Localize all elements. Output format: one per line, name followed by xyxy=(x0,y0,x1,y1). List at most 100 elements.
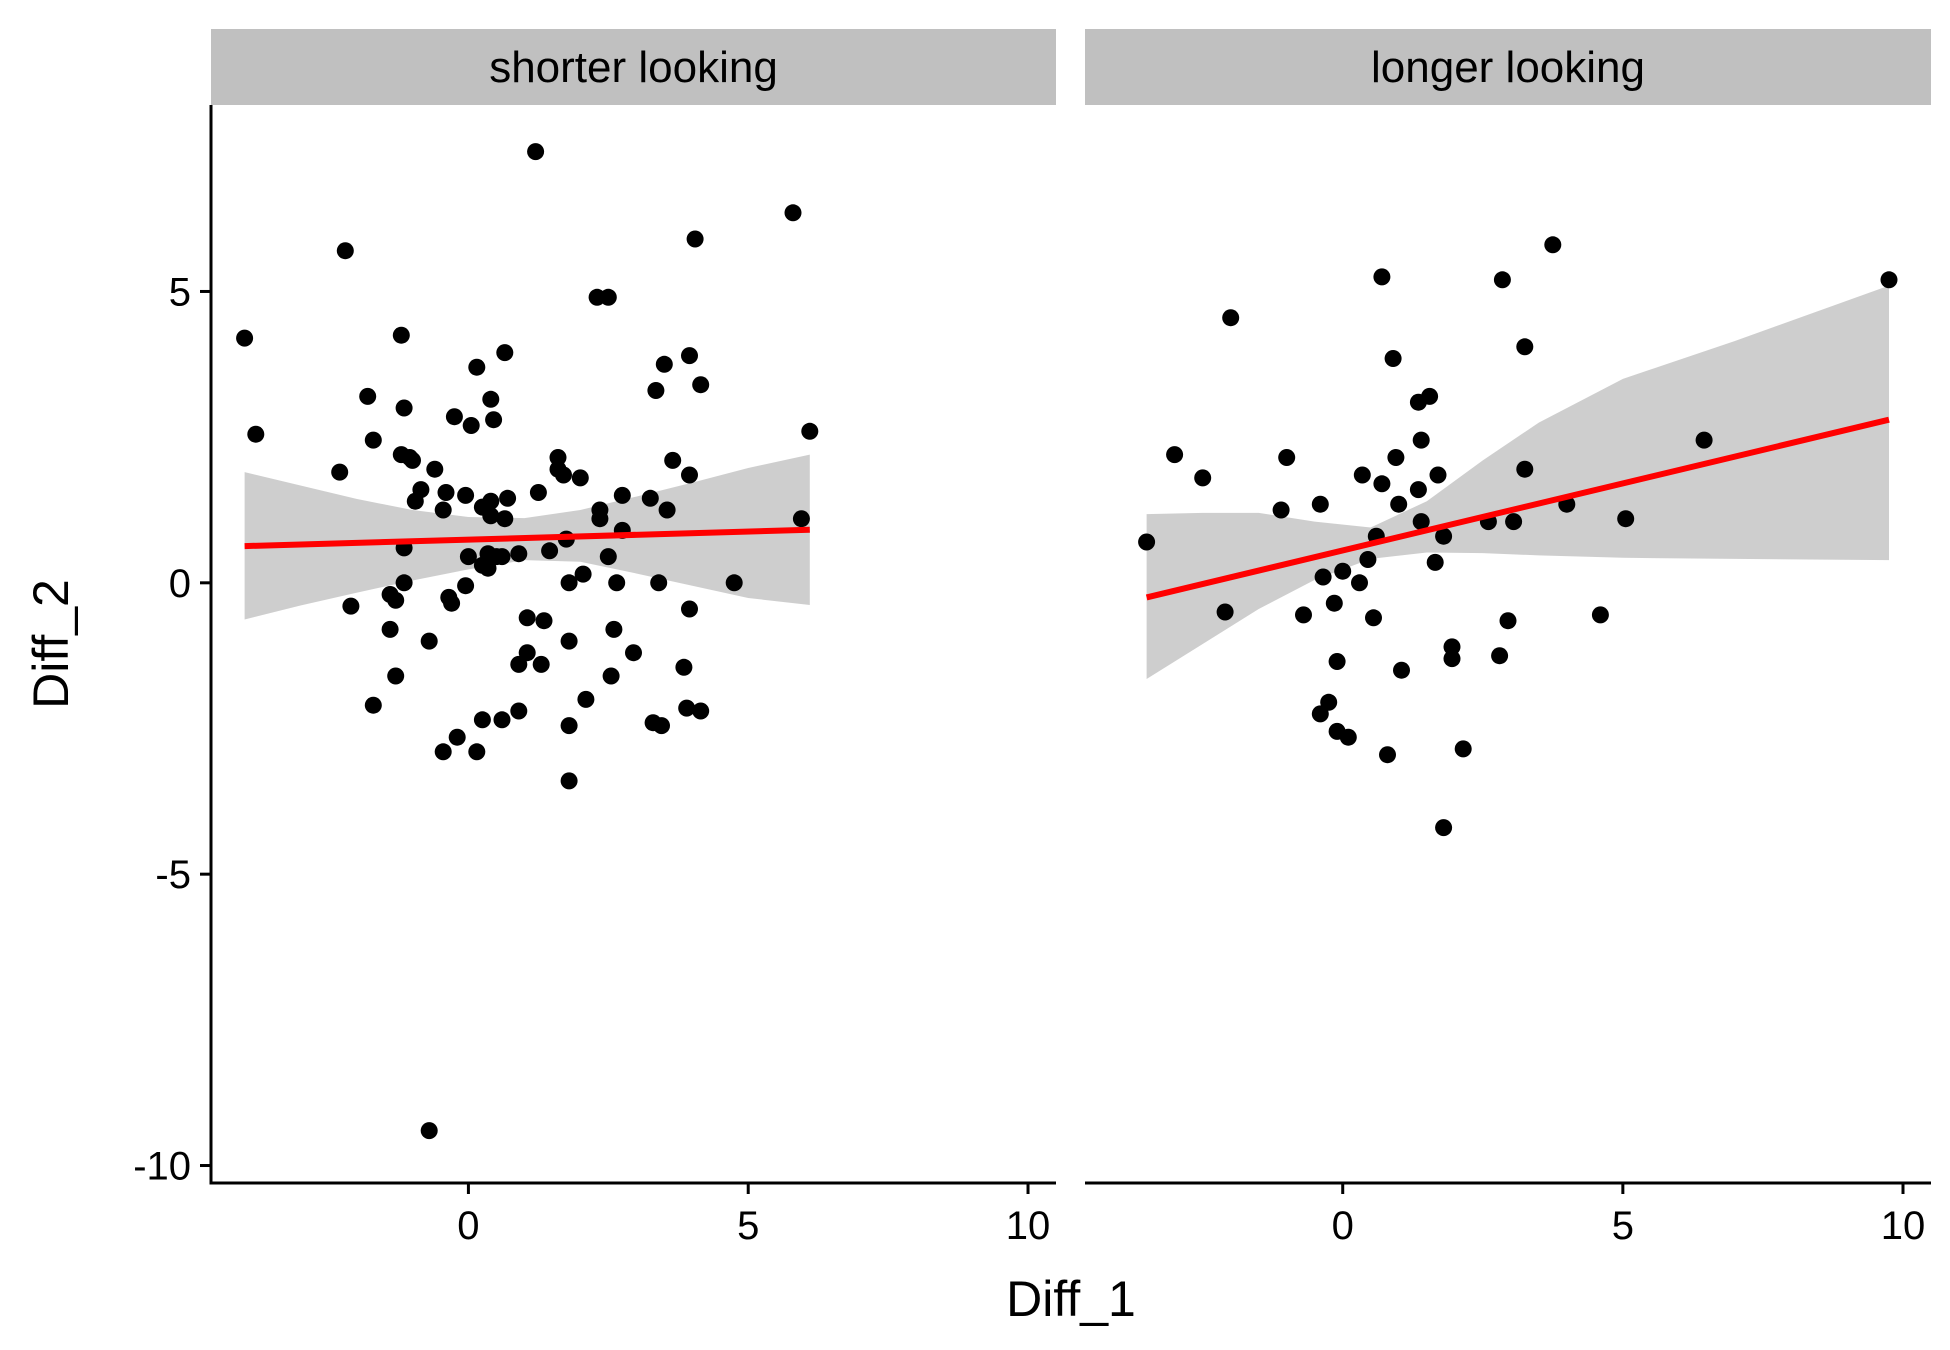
data-point xyxy=(681,600,698,618)
data-point xyxy=(493,548,511,566)
x-ticks: 0 5 10 xyxy=(1332,1183,1926,1248)
data-point xyxy=(499,489,517,507)
data-point xyxy=(681,347,698,365)
data-point xyxy=(457,577,475,595)
data-point xyxy=(1390,495,1408,513)
x-tick-label: 0 xyxy=(1332,1204,1354,1248)
data-point xyxy=(1359,551,1377,568)
data-point xyxy=(555,466,572,484)
data-point xyxy=(518,644,536,662)
data-point xyxy=(641,489,659,507)
data-point xyxy=(1339,728,1357,746)
data-point xyxy=(1435,819,1453,837)
data-point xyxy=(577,690,595,708)
data-point xyxy=(725,574,743,592)
data-point xyxy=(571,469,589,487)
data-point xyxy=(434,743,452,761)
panel-longer-looking: longer looking 0 5 10 xyxy=(1085,29,1931,1248)
x-ticks: 0 5 10 xyxy=(457,1183,1050,1248)
data-point xyxy=(1695,431,1713,449)
data-point xyxy=(1320,693,1338,711)
data-point xyxy=(482,507,500,525)
data-point xyxy=(443,594,461,612)
data-point xyxy=(1373,268,1391,286)
data-point xyxy=(426,460,444,478)
data-point xyxy=(1880,271,1898,289)
data-point xyxy=(1393,661,1410,679)
data-point xyxy=(364,696,382,714)
y-tick-label: -10 xyxy=(133,1145,191,1189)
data-point xyxy=(784,204,802,222)
y-tick-label: 5 xyxy=(169,270,191,314)
data-point xyxy=(692,376,710,394)
x-tick-label: 0 xyxy=(457,1204,479,1248)
x-tick-label: 10 xyxy=(1006,1204,1051,1248)
data-point xyxy=(1544,236,1562,254)
data-point xyxy=(678,699,696,717)
data-point xyxy=(1412,513,1430,531)
data-point xyxy=(462,417,480,434)
data-point xyxy=(686,230,704,248)
data-point xyxy=(529,484,547,501)
data-point xyxy=(535,612,553,630)
data-point xyxy=(560,574,578,592)
data-point xyxy=(336,242,354,260)
data-point xyxy=(658,501,676,519)
data-point xyxy=(1429,466,1447,484)
data-point xyxy=(1222,309,1240,327)
data-point xyxy=(613,486,631,504)
data-point xyxy=(1443,650,1461,668)
data-point xyxy=(1278,449,1296,466)
data-point xyxy=(560,772,578,790)
x-tick-label: 10 xyxy=(1881,1204,1926,1248)
x-axis-title: Diff_1 xyxy=(1006,1271,1136,1327)
data-point xyxy=(1516,338,1534,356)
data-point xyxy=(532,655,550,673)
data-point xyxy=(1384,350,1402,367)
data-point xyxy=(485,411,503,429)
data-point xyxy=(364,431,382,449)
data-point xyxy=(1435,527,1453,545)
data-point xyxy=(1216,603,1234,621)
data-point xyxy=(1387,449,1405,466)
fit-line xyxy=(1145,416,1890,601)
data-point xyxy=(496,344,514,362)
data-point xyxy=(468,743,486,761)
data-point xyxy=(650,574,668,592)
data-point xyxy=(591,510,609,528)
panel-shorter-looking: shorter looking 0 5 10 5 0 -5 -10 xyxy=(133,29,1056,1248)
data-point xyxy=(549,449,567,466)
data-point xyxy=(1325,594,1343,612)
data-point xyxy=(342,597,360,615)
data-point xyxy=(655,355,673,373)
data-point xyxy=(1295,606,1312,624)
data-point xyxy=(675,658,693,676)
confidence-band xyxy=(1146,285,1889,679)
y-ticks: 5 0 -5 -10 xyxy=(133,270,211,1189)
data-point xyxy=(518,609,536,627)
strip-title: longer looking xyxy=(1371,43,1645,92)
strip-background xyxy=(211,29,1056,105)
data-point xyxy=(1499,612,1517,630)
data-point xyxy=(420,632,438,650)
data-point xyxy=(653,717,670,735)
data-point xyxy=(1591,606,1609,624)
fit-layer xyxy=(244,526,810,550)
data-point xyxy=(448,728,466,746)
data-point xyxy=(468,358,486,376)
data-point xyxy=(404,451,421,469)
data-point xyxy=(1493,271,1511,289)
data-point xyxy=(541,542,559,560)
data-point xyxy=(420,1122,438,1140)
data-point xyxy=(681,466,698,484)
data-point xyxy=(1491,647,1509,665)
data-point xyxy=(434,501,452,519)
data-point xyxy=(664,451,682,469)
fit-line xyxy=(244,526,810,550)
data-point xyxy=(1516,460,1534,478)
y-axis-title: Diff_2 xyxy=(23,579,79,709)
data-point xyxy=(247,425,265,443)
data-point xyxy=(1421,387,1439,405)
data-point xyxy=(496,510,514,528)
